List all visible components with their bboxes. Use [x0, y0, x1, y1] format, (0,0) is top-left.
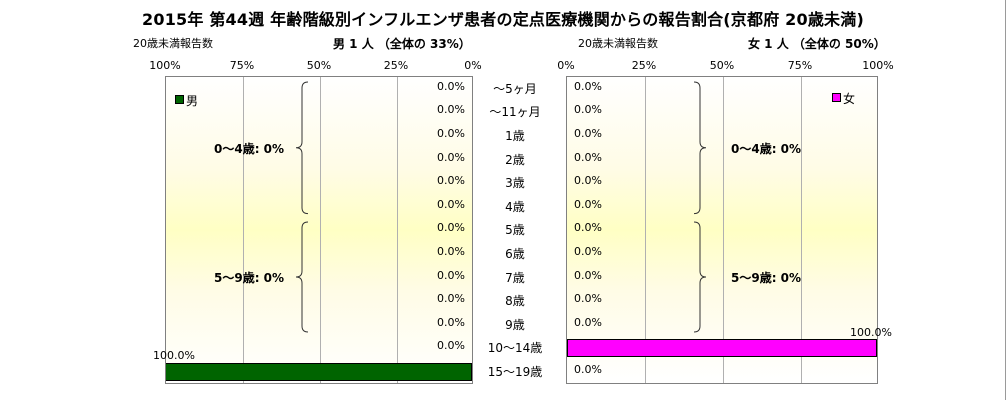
female-plot-area	[566, 76, 878, 384]
female-value-label: 0.0%	[574, 245, 602, 258]
age-category-label: ～11ヶ月	[489, 105, 541, 120]
male-value-label: 0.0%	[437, 245, 465, 258]
female-gridline	[645, 77, 646, 383]
female-value-label: 0.0%	[574, 127, 602, 140]
male-value-label: 0.0%	[437, 339, 465, 353]
male-value-label: 0.0%	[437, 127, 465, 140]
female-group-label-5-9: 5～9歳: 0%	[731, 270, 802, 285]
male-value-label: 0.0%	[437, 315, 465, 329]
male-brace-0-4	[295, 81, 309, 215]
female-count-caption: 20歳未満報告数	[578, 37, 658, 50]
age-category-label: 15～19歳	[487, 365, 543, 379]
age-category-label: 8歳	[505, 294, 525, 309]
female-axis-tick-label: 100%	[862, 59, 894, 72]
male-value-label: 0.0%	[437, 268, 465, 282]
female-value-label: 0.0%	[574, 292, 602, 306]
female-value-label: 0.0%	[574, 197, 602, 211]
male-axis-tick-label: 0%	[464, 59, 482, 72]
male-gridline	[320, 77, 321, 383]
male-group-label-5-9: 5～9歳: 0%	[214, 270, 285, 285]
male-legend-label: 男	[186, 94, 199, 108]
age-category-label: 5歳	[505, 223, 525, 238]
female-axis-tick-label: 50%	[709, 59, 735, 72]
male-value-label: 0.0%	[437, 103, 465, 117]
female-value-label: 0.0%	[574, 174, 602, 188]
male-value-label: 100.0%	[153, 349, 195, 363]
female-gridline	[723, 77, 724, 383]
male-legend: 男	[175, 92, 198, 109]
male-value-label: 0.0%	[437, 150, 465, 164]
female-axis-tick-label: 75%	[787, 59, 813, 72]
female-legend-swatch	[832, 93, 841, 102]
female-brace-5-9	[693, 221, 707, 333]
male-count-caption: 20歳未満報告数	[133, 37, 213, 50]
age-category-label: 3歳	[505, 176, 525, 191]
chart-title: 2015年 第44週 年齢階級別インフルエンザ患者の定点医療機関からの報告割合(…	[142, 10, 864, 29]
male-group-label-0-4: 0～4歳: 0%	[214, 141, 285, 156]
male-gridline	[243, 77, 244, 383]
age-category-label: ～5ヶ月	[493, 81, 537, 96]
male-value-label: 0.0%	[437, 79, 465, 93]
female-legend: 女	[832, 90, 855, 107]
female-value-label: 0.0%	[574, 268, 602, 282]
female-value-label: 0.0%	[574, 79, 602, 93]
female-count-stat-text: 女 1 人 （全体の 50%）	[748, 37, 886, 51]
female-axis-tick-label: 0%	[557, 59, 575, 72]
female-group-label-0-4: 0～4歳: 0%	[731, 141, 802, 156]
age-category-label: 1歳	[505, 129, 525, 143]
male-axis-tick-label: 100%	[149, 59, 181, 72]
male-axis-tick-label: 25%	[383, 59, 409, 72]
female-gridline	[801, 77, 802, 383]
female-bar	[567, 339, 877, 358]
female-value-label: 0.0%	[574, 103, 602, 117]
male-value-label: 0.0%	[437, 292, 465, 306]
male-axis-tick-label: 75%	[229, 59, 255, 72]
female-axis-tick-label: 25%	[631, 59, 657, 72]
age-category-label: 4歳	[505, 199, 525, 214]
female-value-label: 0.0%	[574, 363, 602, 376]
female-count-stat: 女 1 人 （全体の 50%）	[748, 35, 886, 52]
male-plot-area	[165, 76, 473, 384]
female-value-label: 0.0%	[574, 150, 602, 164]
age-category-label: 6歳	[505, 247, 525, 261]
male-brace-5-9	[295, 221, 309, 333]
male-value-label: 0.0%	[437, 197, 465, 211]
age-category-label: 7歳	[505, 270, 525, 285]
male-axis-tick-label: 50%	[306, 59, 332, 72]
female-value-label: 100.0%	[850, 325, 892, 339]
female-legend-label: 女	[843, 92, 856, 106]
age-category-label: 9歳	[505, 317, 525, 332]
age-category-label: 2歳	[505, 152, 525, 167]
age-category-label: 10～14歳	[487, 341, 543, 356]
male-gridline	[397, 77, 398, 383]
female-brace-0-4	[693, 81, 707, 215]
male-legend-swatch	[175, 95, 184, 104]
male-bar	[166, 363, 472, 381]
female-value-label: 0.0%	[574, 221, 602, 235]
male-count-stat: 男 1 人 （全体の 33%）	[333, 35, 471, 52]
male-count-stat-text: 男 1 人 （全体の 33%）	[333, 37, 471, 51]
male-value-label: 0.0%	[437, 174, 465, 188]
female-value-label: 0.0%	[574, 315, 602, 329]
male-value-label: 0.0%	[437, 221, 465, 235]
